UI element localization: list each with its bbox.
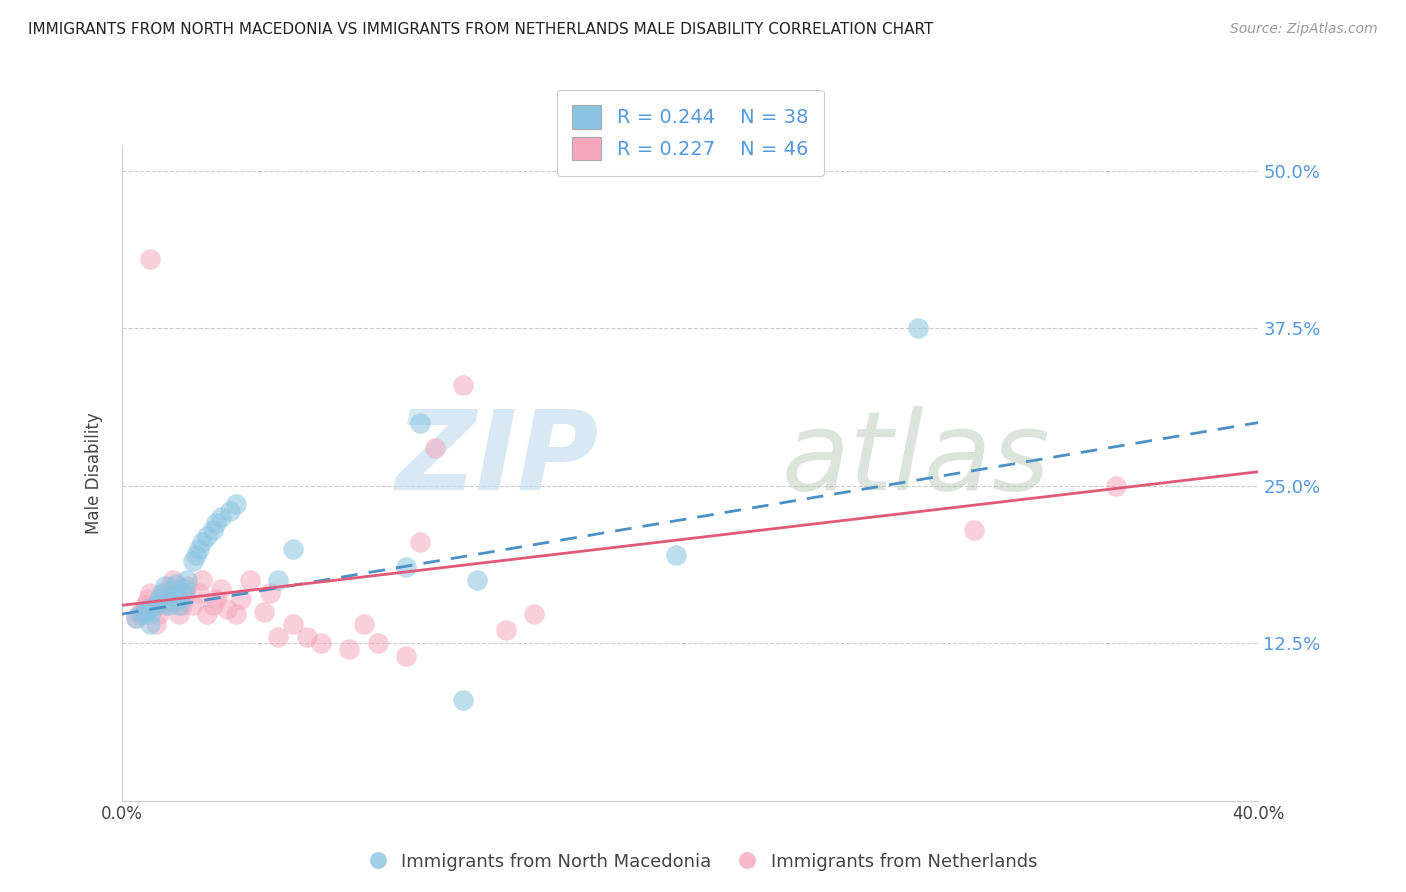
Point (523, 607, 546, 621)
Point (337, 642, 360, 657)
Point (128, 607, 150, 621)
Point (267, 630, 290, 644)
Text: Source: ZipAtlas.com: Source: ZipAtlas.com (1230, 22, 1378, 37)
Point (451, 377, 474, 392)
Point (204, 592, 226, 607)
Point (139, 585, 162, 599)
Point (211, 582, 233, 596)
Point (173, 582, 195, 596)
Point (465, 573, 488, 587)
Point (139, 252, 162, 266)
Point (167, 592, 190, 607)
Point (153, 594, 176, 608)
Point (145, 599, 167, 613)
Text: atlas: atlas (782, 407, 1050, 514)
Point (190, 535, 212, 549)
Point (176, 573, 198, 587)
Point (281, 617, 304, 632)
Y-axis label: Male Disability: Male Disability (86, 412, 103, 533)
Point (211, 510, 233, 524)
Point (170, 585, 193, 599)
Point (395, 648, 418, 663)
Point (145, 617, 167, 632)
Point (181, 599, 204, 613)
Point (159, 579, 181, 593)
Point (353, 617, 375, 632)
Point (1105, 478, 1128, 492)
Point (963, 523, 986, 537)
Point (148, 592, 170, 607)
Point (167, 607, 190, 621)
Point (201, 523, 224, 537)
Point (131, 607, 153, 621)
Point (451, 693, 474, 707)
Point (134, 605, 156, 619)
Point (195, 529, 218, 543)
Point (395, 560, 418, 574)
Point (495, 624, 517, 638)
Point (136, 602, 159, 616)
Point (665, 548, 688, 562)
Point (131, 605, 153, 619)
Point (281, 541, 304, 556)
Point (195, 607, 218, 621)
Point (173, 585, 195, 599)
Point (125, 611, 148, 625)
Legend: R = 0.244    N = 38, R = 0.227    N = 46: R = 0.244 N = 38, R = 0.227 N = 46 (557, 89, 824, 176)
Point (295, 630, 318, 644)
Point (219, 504, 242, 518)
Point (162, 573, 184, 587)
Point (217, 602, 239, 616)
Point (267, 573, 290, 587)
Text: IMMIGRANTS FROM NORTH MACEDONIA VS IMMIGRANTS FROM NETHERLANDS MALE DISABILITY C: IMMIGRANTS FROM NORTH MACEDONIA VS IMMIG… (28, 22, 934, 37)
Point (225, 607, 247, 621)
Point (176, 579, 198, 593)
Point (409, 416, 432, 430)
Point (181, 554, 204, 568)
Point (136, 592, 159, 607)
Point (167, 599, 190, 613)
Point (259, 585, 281, 599)
Point (225, 498, 247, 512)
Point (409, 535, 432, 549)
Point (153, 599, 176, 613)
Point (231, 592, 253, 607)
Point (150, 585, 173, 599)
Point (253, 605, 276, 619)
Point (309, 636, 332, 650)
Point (184, 548, 207, 562)
Point (907, 321, 929, 335)
Point (162, 582, 184, 596)
Point (153, 579, 176, 593)
Point (139, 607, 162, 621)
Point (134, 599, 156, 613)
Point (125, 611, 148, 625)
Point (148, 607, 170, 621)
Legend: Immigrants from North Macedonia, Immigrants from Netherlands: Immigrants from North Macedonia, Immigra… (361, 846, 1045, 879)
Point (201, 599, 224, 613)
Point (187, 585, 209, 599)
Point (165, 577, 187, 591)
Point (156, 594, 179, 608)
Point (156, 599, 179, 613)
Point (139, 617, 162, 632)
Point (204, 516, 226, 531)
Point (170, 599, 193, 613)
Point (367, 636, 389, 650)
Point (159, 590, 181, 604)
Point (187, 541, 209, 556)
Point (190, 573, 212, 587)
Point (239, 573, 262, 587)
Text: ZIP: ZIP (396, 407, 599, 514)
Point (423, 441, 446, 455)
Point (153, 585, 176, 599)
